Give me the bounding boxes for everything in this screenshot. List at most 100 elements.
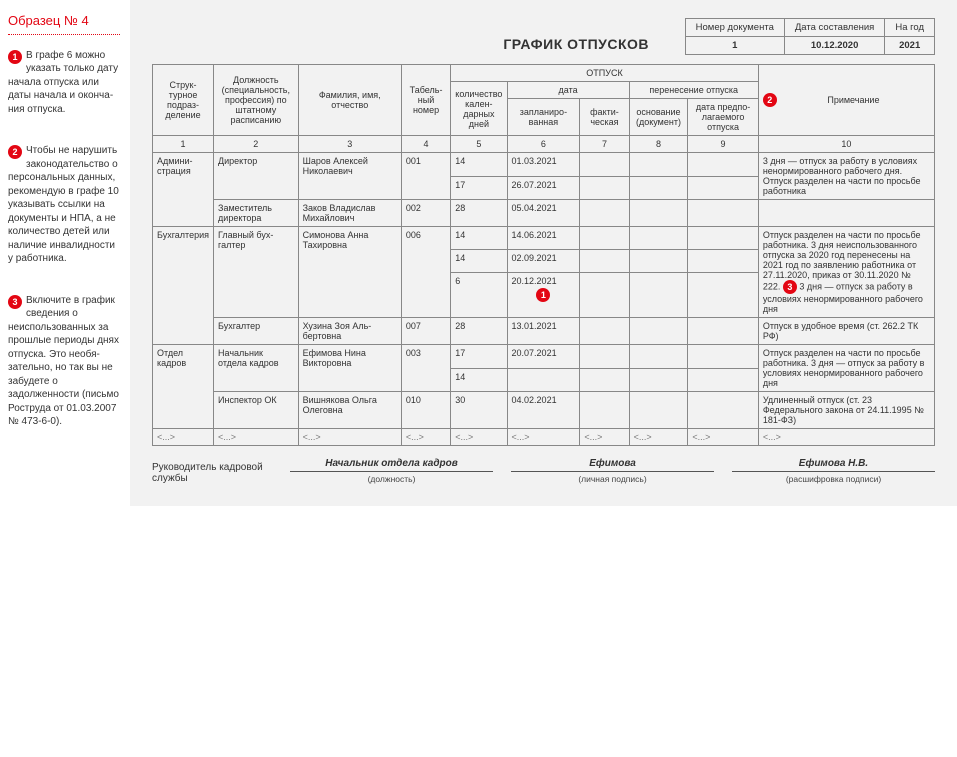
cell-newdate — [688, 345, 759, 369]
th-basis: основа­ние (доку­мент) — [629, 99, 688, 136]
cell-basis — [629, 392, 688, 429]
cell-actual — [580, 200, 629, 227]
cell-note: Удлиненный отпуск (ст. 23 Федерального з… — [758, 392, 934, 429]
sidebar: Образец № 4 1В графе 6 можно указать тол… — [0, 0, 130, 506]
table-row: Отдел кадровНачальник отдела кадровЕфимо… — [153, 345, 935, 369]
th-note: 2 Примечание — [758, 65, 934, 136]
th-fio: Фамилия, имя, отчество — [298, 65, 401, 136]
sidebar-note: 3Включите в гра­фик сведения о неиспольз… — [8, 294, 120, 429]
cell-basis — [629, 318, 688, 345]
cell-pos: Заместитель директора — [214, 200, 299, 227]
cell-dept: Бухгал­терия — [153, 227, 214, 345]
ellipsis-cell: <...> — [401, 429, 450, 446]
cell-basis — [629, 200, 688, 227]
th-dept: Струк­турное подраз­деление — [153, 65, 214, 136]
meta-header-docnum: Номер документа — [685, 19, 784, 37]
cell-fio: Вишнякова Ольга Олеговна — [298, 392, 401, 429]
signature-sign: Ефимова — [511, 458, 714, 472]
table-row: БухгалтерХузина Зоя Аль­бертовна0072813.… — [153, 318, 935, 345]
cell-pos: Бухгалтер — [214, 318, 299, 345]
meta-docnum: 1 — [685, 37, 784, 55]
cell-days: 28 — [451, 200, 507, 227]
meta-header-year: На год — [885, 19, 935, 37]
signature-name-caption: (расшифровка подписи) — [732, 474, 935, 484]
th-days: количе­ство кален­дарных дней — [451, 82, 507, 136]
note-text: В графе 6 можно указать только дату нача… — [8, 49, 120, 117]
column-number: 6 — [507, 136, 580, 153]
column-number: 9 — [688, 136, 759, 153]
note-badge: 3 — [8, 295, 22, 309]
table-row: Заместитель директораЗаков Владислав Мих… — [153, 200, 935, 227]
cell-planned: 01.03.2021 — [507, 153, 580, 177]
cell-planned: 05.04.2021 — [507, 200, 580, 227]
cell-tab: 002 — [401, 200, 450, 227]
cell-planned: 02.09.2021 — [507, 250, 580, 273]
cell-newdate — [688, 153, 759, 177]
cell-note — [758, 200, 934, 227]
column-number: 2 — [214, 136, 299, 153]
note-text: Чтобы не нару­шить законода­тельство о п… — [8, 144, 120, 266]
cell-days: 14 — [451, 250, 507, 273]
vacation-schedule-table: Струк­турное подраз­деление Должность (с… — [152, 64, 935, 446]
table-row: Инспектор ОКВишнякова Ольга Олеговна0103… — [153, 392, 935, 429]
cell-planned: 13.01.2021 — [507, 318, 580, 345]
cell-actual — [580, 368, 629, 392]
column-number: 5 — [451, 136, 507, 153]
divider — [8, 34, 120, 35]
cell-note: Отпуск разделен на части по просьбе рабо… — [758, 227, 934, 318]
cell-actual — [580, 318, 629, 345]
meta-date: 10.12.2020 — [784, 37, 884, 55]
th-newdate: дата предпо­лагаемого отпуска — [688, 99, 759, 136]
sample-number-title: Образец № 4 — [8, 12, 120, 30]
cell-pos: Главный бух­галтер — [214, 227, 299, 318]
cell-days: 17 — [451, 176, 507, 200]
ellipsis-row: <...><...><...><...><...><...><...><...>… — [153, 429, 935, 446]
cell-fio: Шаров Алексей Николаевич — [298, 153, 401, 200]
signature-sign-caption: (личная подпись) — [511, 474, 714, 484]
cell-days: 14 — [451, 227, 507, 250]
cell-actual — [580, 176, 629, 200]
cell-fio: Хузина Зоя Аль­бертовна — [298, 318, 401, 345]
cell-days: 30 — [451, 392, 507, 429]
cell-days: 14 — [451, 153, 507, 177]
table-row: Админи­страцияДиректорШаров Алексей Нико… — [153, 153, 935, 177]
ellipsis-cell: <...> — [507, 429, 580, 446]
th-note-label: Примечание — [827, 95, 879, 105]
cell-tab: 001 — [401, 153, 450, 200]
note-badge: 2 — [8, 145, 22, 159]
column-number: 10 — [758, 136, 934, 153]
cell-actual — [580, 227, 629, 250]
ellipsis-cell: <...> — [580, 429, 629, 446]
cell-days: 6 — [451, 273, 507, 318]
document-title: ГРАФИК ОТПУСКОВ — [503, 36, 655, 54]
column-number: 7 — [580, 136, 629, 153]
cell-newdate — [688, 368, 759, 392]
cell-newdate — [688, 250, 759, 273]
cell-basis — [629, 250, 688, 273]
ellipsis-cell: <...> — [688, 429, 759, 446]
cell-days: 28 — [451, 318, 507, 345]
cell-dept: Админи­страция — [153, 153, 214, 227]
cell-newdate — [688, 200, 759, 227]
cell-planned: 26.07.2021 — [507, 176, 580, 200]
column-number: 8 — [629, 136, 688, 153]
table-row: Бухгал­терияГлавный бух­галтерСимонова А… — [153, 227, 935, 250]
cell-tab: 006 — [401, 227, 450, 318]
cell-tab: 007 — [401, 318, 450, 345]
cell-newdate — [688, 392, 759, 429]
cell-basis — [629, 153, 688, 177]
cell-basis — [629, 368, 688, 392]
signature-row: Руководитель кадровой службы Начальник о… — [152, 458, 935, 484]
note-badge: 1 — [8, 50, 22, 64]
th-transfer: перенесение отпуска — [629, 82, 758, 99]
ellipsis-cell: <...> — [758, 429, 934, 446]
cell-planned: 04.02.2021 — [507, 392, 580, 429]
cell-fio: Симонова Анна Тахировна — [298, 227, 401, 318]
cell-planned — [507, 368, 580, 392]
cell-fio: Ефимова Нина Викторовна — [298, 345, 401, 392]
cell-actual — [580, 153, 629, 177]
note-text: Включите в гра­фик сведения о неиспользо… — [8, 294, 120, 429]
ellipsis-cell: <...> — [298, 429, 401, 446]
cell-basis — [629, 227, 688, 250]
sidebar-note: 1В графе 6 можно указать только дату нач… — [8, 49, 120, 117]
